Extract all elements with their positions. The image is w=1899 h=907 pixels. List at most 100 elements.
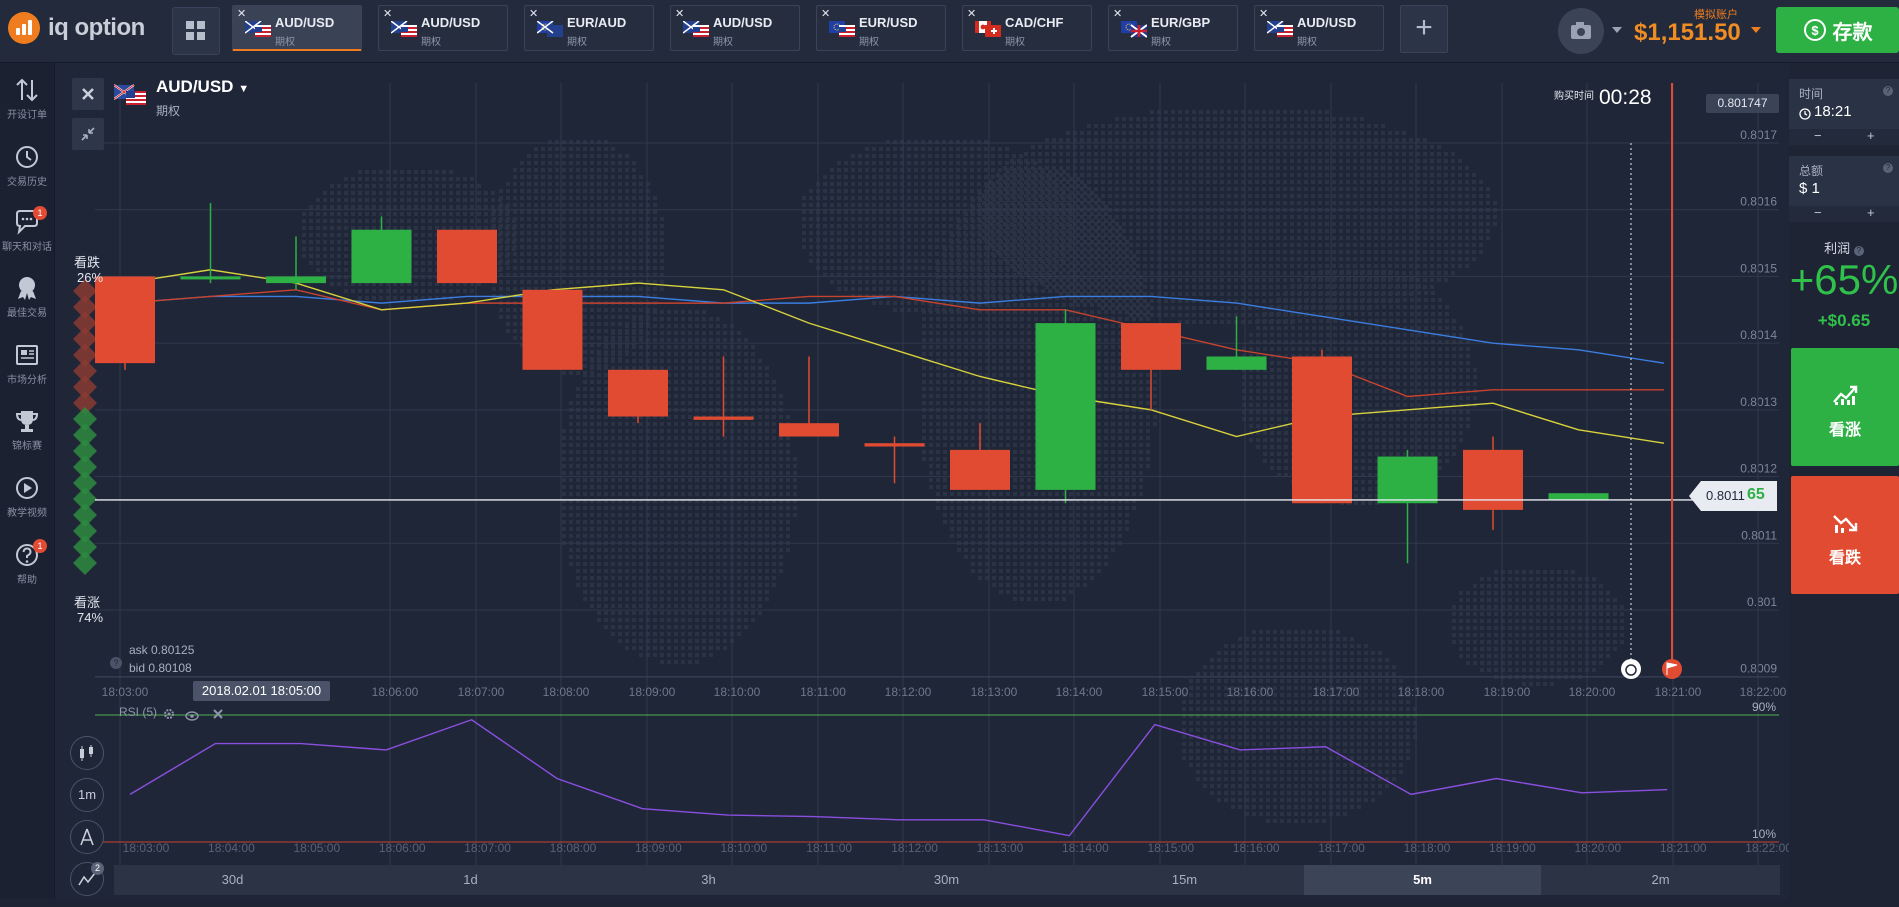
- timeframe-option[interactable]: 30m: [828, 865, 1065, 895]
- tab-close-icon[interactable]: ✕: [821, 7, 830, 20]
- drawing-tools-button[interactable]: [70, 820, 104, 854]
- balance-dropdown-icon[interactable]: [1751, 26, 1761, 34]
- time-minus-button[interactable]: −: [1814, 128, 1822, 143]
- time-help-icon[interactable]: ?: [1883, 86, 1893, 96]
- asset-tab[interactable]: ✕ AUD/USD 期权: [232, 5, 362, 51]
- rsi-time-tick-label: 18:08:00: [550, 841, 597, 855]
- quote-help-icon[interactable]: ?: [110, 657, 122, 669]
- sidebar-item[interactable]: 最佳交易: [0, 274, 54, 319]
- candle-body: [1378, 457, 1438, 504]
- candle-body: [523, 290, 583, 370]
- sidebar-item[interactable]: 交易历史: [0, 143, 54, 188]
- amount-box[interactable]: 总额 ? $ 1 − +: [1789, 156, 1899, 222]
- close-chart-button[interactable]: [72, 78, 104, 110]
- camera-button[interactable]: [1558, 8, 1604, 54]
- tab-close-icon[interactable]: ✕: [1113, 7, 1122, 20]
- sidebar-item[interactable]: 开设订单: [0, 76, 54, 121]
- sidebar-item-label: 锦标赛: [0, 437, 54, 452]
- asset-title[interactable]: AUD/USD ▼: [156, 77, 249, 97]
- candle-body: [865, 443, 925, 446]
- amount-plus-button[interactable]: +: [1867, 205, 1875, 220]
- time-tick-label: 18:10:00: [714, 685, 761, 699]
- rsi-time-tick-label: 18:20:00: [1574, 841, 1621, 855]
- timeframe-option[interactable]: 30d: [114, 865, 351, 895]
- asset-tab[interactable]: ✕ AUD/USD 期权: [378, 5, 508, 51]
- time-tick-label: 18:13:00: [971, 685, 1018, 699]
- timeframe-option[interactable]: 2m: [1542, 865, 1779, 895]
- asset-tab[interactable]: ✕ AUD/USD 期权: [1254, 5, 1384, 51]
- rsi-time-tick-label: 18:12:00: [891, 841, 938, 855]
- time-value[interactable]: 18:21: [1814, 103, 1852, 120]
- rsi-time-tick-label: 18:05:00: [293, 841, 340, 855]
- deposit-label: 存款: [1833, 16, 1873, 45]
- rsi-close-icon[interactable]: [212, 707, 224, 719]
- ask-price: ask 0.80125: [129, 643, 194, 657]
- sidebar-item[interactable]: 锦标赛: [0, 407, 54, 452]
- candle-body: [181, 276, 241, 279]
- call-button[interactable]: 看涨: [1791, 348, 1899, 466]
- tab-close-icon[interactable]: ✕: [675, 7, 684, 20]
- notification-badge: 1: [33, 206, 47, 220]
- collapse-chart-button[interactable]: [72, 118, 104, 150]
- asset-tab[interactable]: ✕ AUD/USD 期权: [670, 5, 800, 51]
- profit-amount: +$0.65: [1789, 311, 1899, 331]
- profit-label-text: 利润: [1824, 241, 1850, 256]
- timeframe-option[interactable]: 1d: [352, 865, 589, 895]
- amount-stepper: − +: [1789, 206, 1899, 222]
- candle-body: [608, 370, 668, 417]
- price-chart[interactable]: 0.80170.80160.80150.80140.80130.80120.80…: [55, 63, 1789, 899]
- amount-value[interactable]: $ 1: [1799, 180, 1820, 197]
- deposit-button[interactable]: $ 存款: [1776, 7, 1899, 53]
- current-price-main: 0.8011: [1706, 488, 1745, 503]
- tab-close-icon[interactable]: ✕: [967, 7, 976, 20]
- rsi-time-tick-label: 18:14:00: [1062, 841, 1109, 855]
- clock-icon: [1799, 108, 1811, 120]
- chart-type-button[interactable]: [70, 736, 104, 770]
- rsi-visibility-icon[interactable]: [185, 708, 199, 718]
- time-tick-label: 18:08:00: [543, 685, 590, 699]
- tab-close-icon[interactable]: ✕: [237, 7, 246, 20]
- amount-minus-button[interactable]: −: [1814, 205, 1822, 220]
- purchase-time-label: 购买时间: [1554, 87, 1594, 102]
- account-balance[interactable]: $1,151.50: [1634, 19, 1741, 47]
- timeframe-option[interactable]: 3h: [590, 865, 827, 895]
- amount-help-icon[interactable]: ?: [1883, 163, 1893, 173]
- asset-tab[interactable]: ✕ EUR/AUD 期权: [524, 5, 654, 51]
- timeframe-option[interactable]: 5m: [1304, 865, 1541, 895]
- iq-option-logo[interactable]: iq option: [8, 12, 145, 44]
- rsi-time-tick-label: 18:21:00: [1660, 841, 1707, 855]
- put-button[interactable]: 看跌: [1791, 476, 1899, 594]
- sidebar-item[interactable]: 市场分析: [0, 341, 54, 386]
- tab-close-icon[interactable]: ✕: [383, 7, 392, 20]
- camera-dropdown-icon[interactable]: [1612, 26, 1622, 34]
- logo-mark-icon: [8, 12, 40, 44]
- candle-body: [950, 450, 1010, 490]
- interval-button[interactable]: 1m: [70, 778, 104, 812]
- compass-icon: [71, 821, 103, 853]
- asset-tab[interactable]: ✕ CAD/CHF 期权: [962, 5, 1092, 51]
- sentiment-down-pct: 26%: [77, 270, 103, 285]
- grid-view-button[interactable]: [172, 7, 220, 55]
- price-tick-label: 0.8012: [1740, 462, 1777, 476]
- add-tab-button[interactable]: +: [1400, 5, 1448, 53]
- asset-tab[interactable]: ✕ EUR/USD 期权: [816, 5, 946, 51]
- tab-close-icon[interactable]: ✕: [529, 7, 538, 20]
- candle-body: [1549, 493, 1609, 500]
- tab-type: 期权: [859, 33, 879, 48]
- tab-type: 期权: [567, 33, 587, 48]
- time-stepper: − +: [1789, 129, 1899, 145]
- asset-tab[interactable]: ✕ EUR/GBP 期权: [1108, 5, 1238, 51]
- timeframe-option[interactable]: 15m: [1066, 865, 1303, 895]
- expiry-time-box[interactable]: 时间 ? 18:21 − +: [1789, 79, 1899, 145]
- sidebar-item[interactable]: 教学视频: [0, 474, 54, 519]
- rsi-settings-icon[interactable]: [163, 707, 175, 719]
- time-plus-button[interactable]: +: [1867, 128, 1875, 143]
- tab-close-icon[interactable]: ✕: [1259, 7, 1268, 20]
- profit-help-icon[interactable]: ?: [1854, 246, 1864, 256]
- sidebar-item-label: 开设订单: [0, 106, 54, 121]
- sidebar-item-label: 交易历史: [0, 173, 54, 188]
- price-tick-label: 0.8013: [1740, 395, 1777, 409]
